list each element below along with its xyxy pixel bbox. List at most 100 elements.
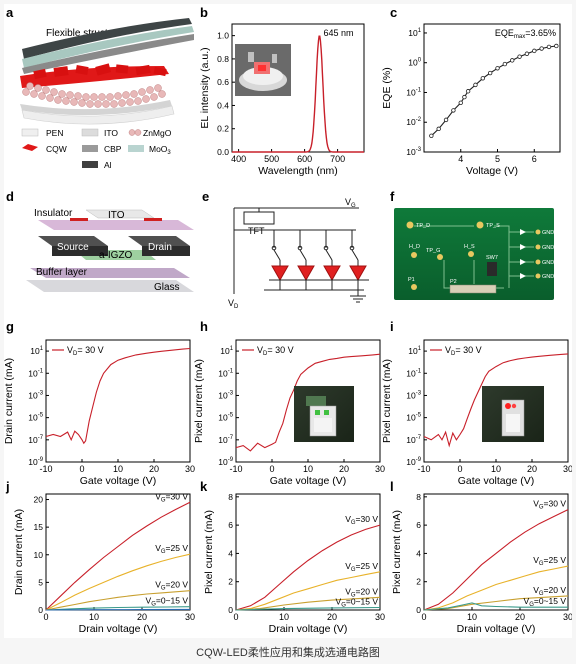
x-axis-label: Drain voltage (V) (79, 623, 158, 635)
panel-d: d Insulator ITO Source Drain a-IGZO Buff… (6, 189, 194, 293)
legend-label: VD= 30 V (445, 345, 482, 357)
y-tick-label: 8 (416, 492, 421, 502)
layer-moo3 (22, 26, 194, 68)
y-axis-label: EQE (%) (381, 67, 393, 108)
x-tick-label: 10 (303, 464, 313, 474)
x-tick-label: 30 (375, 464, 385, 474)
y-tick-label: 0.0 (217, 147, 229, 157)
legend-label: VD= 30 V (67, 345, 104, 357)
layer-ito (20, 100, 172, 116)
panel-letter-f: f (390, 189, 395, 204)
pcb-label-gnd-3: GND (542, 260, 554, 266)
plot-frame (423, 23, 561, 153)
x-tick-label: 20 (327, 612, 337, 622)
y-tick-label: 100 (408, 58, 421, 68)
pcb-label-gnd-4: GND (542, 274, 554, 280)
series-line (423, 565, 569, 611)
y-tick-label: 0 (38, 605, 43, 615)
x-tick-label: 600 (297, 154, 312, 164)
x-tick-label: 30 (185, 612, 195, 622)
data-point (554, 43, 559, 49)
panel-letter-e: e (202, 189, 209, 204)
panel-letter-i: i (390, 319, 394, 334)
data-point (451, 108, 456, 113)
x-tick-label: 0 (421, 612, 426, 622)
label-vd: VD (228, 298, 239, 310)
chart-k: 0 10 20 30 0 2 4 6 8 Drain voltage (V) Pixel curre… (203, 492, 385, 635)
y-tick-label: 101 (408, 346, 421, 356)
panel-b-photo (235, 44, 291, 96)
x-tick-label: 20 (527, 464, 537, 474)
chart-h: -10 0 10 20 30 10-9 10-7 10-5 10-3 10-1 101 Gate vo… (193, 339, 385, 487)
y-tick-label: 10-9 (406, 457, 421, 467)
x-tick-label: -10 (417, 464, 430, 474)
y-tick-label: 0 (416, 605, 421, 615)
series-label: VG=25 V (345, 561, 378, 573)
y-axis-label: Pixel current (mA) (381, 359, 393, 443)
plot-frame (45, 339, 191, 463)
layer-pen (21, 105, 175, 125)
y-tick-label: 20 (34, 495, 44, 505)
y-tick-label: 0.6 (217, 77, 229, 87)
y-axis-label: Pixel current (mA) (391, 510, 403, 594)
y-tick-label: 10 (34, 550, 44, 560)
panel-a: a Flexible structure (6, 5, 194, 170)
y-tick-label: 0 (228, 605, 233, 615)
panel-b: b (200, 5, 291, 96)
series-label: VG=20 V (533, 585, 566, 597)
chart-g: -10 0 10 20 30 10-9 10-7 10-5 10-3 10-1 101 Gate vo… (3, 339, 195, 487)
figure-caption: CQW-LED柔性应用和集成选通电路图 (196, 647, 380, 659)
y-tick-label: 5 (38, 577, 43, 587)
panel-i-photo (482, 386, 544, 442)
figure-svg: a Flexible structure (3, 5, 573, 635)
y-axis-label: Pixel current (mA) (193, 359, 205, 443)
panel-letter-b: b (200, 5, 208, 20)
chart-i: -10 0 10 20 30 10-9 10-7 10-5 10-3 10-1 101 Gate vo… (381, 339, 573, 487)
series-label: VG=30 V (345, 514, 378, 526)
label-source: Source (57, 242, 89, 253)
legend-ito: ITO (104, 128, 118, 138)
x-tick-label: 0 (79, 464, 84, 474)
source-electrode (38, 236, 108, 246)
pcb-label-tp-s: TP_S (486, 223, 500, 229)
y-tick-label: 10-2 (406, 117, 421, 127)
panel-letter-k: k (200, 479, 208, 494)
label-glass: Glass (154, 282, 180, 293)
data-point (436, 126, 441, 132)
panel-letter-h: h (200, 319, 208, 334)
y-tick-label: 8 (228, 492, 233, 502)
series-line (423, 509, 569, 611)
data-point (429, 133, 434, 139)
panel-letter-g: g (6, 319, 14, 334)
y-tick-label: 2 (416, 577, 421, 587)
x-tick-label: 30 (185, 464, 195, 474)
data-point (524, 51, 530, 56)
cqw-flakes (33, 63, 167, 80)
led-triangles (271, 265, 367, 282)
chart-c: 4 5 6 10-3 10-2 10-1 100 101 Voltage (V) EQE (%) E… (381, 23, 561, 177)
layer-al (22, 18, 192, 59)
x-tick-label: 30 (375, 612, 385, 622)
x-axis-label: Gate voltage (V) (80, 475, 156, 487)
panel-f: f (390, 189, 554, 300)
switch-column-3 (323, 230, 333, 266)
series-line (45, 606, 191, 611)
x-tick-label: 4 (458, 154, 463, 164)
chart-l: 0 10 20 30 0 2 4 6 8 Drain voltage (V) Pixel curre… (391, 492, 573, 635)
x-tick-label: 0 (457, 464, 462, 474)
layer-cbp (22, 34, 194, 74)
series-label: VG=25 V (533, 555, 566, 567)
znmgo-nanoparticles (22, 82, 166, 108)
x-tick-label: 10 (113, 464, 123, 474)
glass-layer (26, 280, 194, 292)
data-point (532, 48, 537, 54)
y-tick-label: 10-3 (218, 390, 233, 400)
label-buffer: Buffer layer (36, 267, 88, 278)
data-point (458, 100, 463, 105)
label-ito: ITO (108, 210, 125, 221)
sw7-switch (487, 262, 497, 276)
legend-cqw-swatch (22, 144, 38, 151)
label-tft: TFT (248, 226, 265, 236)
y-tick-label: 0.4 (217, 100, 229, 110)
